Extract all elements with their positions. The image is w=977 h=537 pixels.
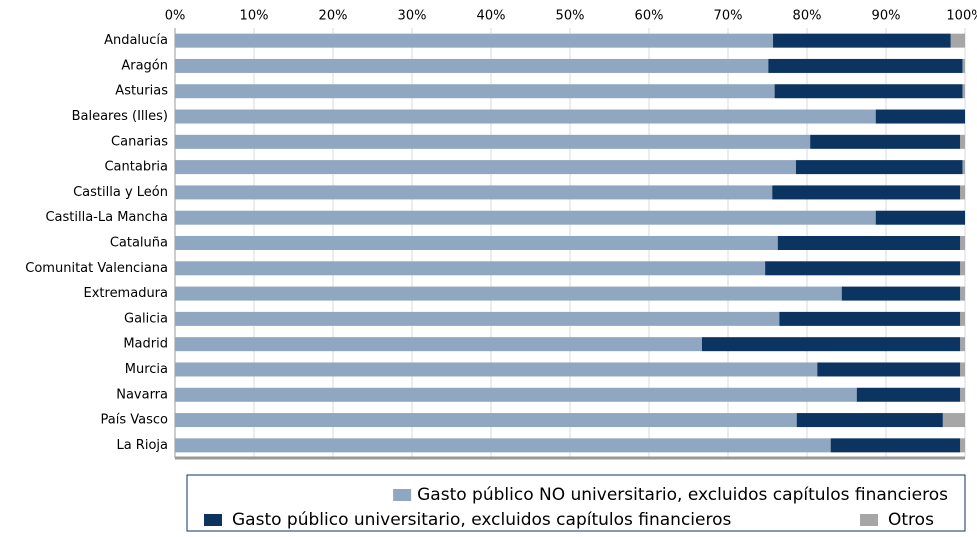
x-tick-label: 30% xyxy=(398,9,427,24)
bar-segment xyxy=(175,185,773,200)
bar-segment xyxy=(175,33,774,48)
bar-segment xyxy=(960,337,965,352)
y-tick-label: Asturias xyxy=(115,84,168,99)
y-tick-label: Cantabria xyxy=(104,160,168,175)
bar-segment xyxy=(875,109,965,124)
y-tick-label: La Rioja xyxy=(116,438,168,453)
bar-segment xyxy=(175,387,857,402)
x-tick-label: 0% xyxy=(165,9,186,24)
bar-segment xyxy=(175,261,766,276)
bar-segment xyxy=(773,33,951,48)
y-tick-label: Castilla y León xyxy=(73,185,168,200)
bar-segment xyxy=(960,236,965,250)
bar-segment xyxy=(960,261,965,276)
bar-segment xyxy=(960,362,965,377)
legend-swatch xyxy=(204,514,222,526)
bar-segment xyxy=(175,362,818,377)
bar-segment xyxy=(779,311,961,326)
y-tick-label: Galicia xyxy=(124,311,168,326)
bar-segment xyxy=(175,337,702,352)
bar-segment xyxy=(175,134,811,149)
bar-segment xyxy=(772,185,961,200)
bar-segment xyxy=(962,160,965,175)
bar-segment xyxy=(175,109,876,124)
legend-label: Gasto público NO universitario, excluido… xyxy=(417,485,948,505)
x-tick-label: 10% xyxy=(240,9,269,24)
bar-segment xyxy=(960,438,965,453)
y-tick-label: Andalucía xyxy=(104,33,168,48)
bar-segment xyxy=(875,210,965,225)
bar-segment xyxy=(175,84,775,99)
x-tick-label: 90% xyxy=(872,9,901,24)
x-tick-label: 50% xyxy=(556,9,585,24)
bar-segment xyxy=(942,413,965,428)
y-tick-label: Navarra xyxy=(116,387,168,402)
bar-segment xyxy=(796,413,943,428)
legend-box xyxy=(186,474,966,532)
y-tick-label: Extremadura xyxy=(84,286,169,301)
bar-segment xyxy=(960,387,965,402)
bar-segment xyxy=(960,134,965,149)
bar-segment xyxy=(841,286,961,301)
bar-segment xyxy=(950,33,965,48)
x-tick-label: 100% xyxy=(946,9,977,24)
y-tick-label: País Vasco xyxy=(101,413,169,428)
x-tick-label: 20% xyxy=(319,9,348,24)
legend-label: Gasto público universitario, excluidos c… xyxy=(232,510,732,530)
x-tick-label: 80% xyxy=(793,9,822,24)
y-tick-label: Canarias xyxy=(111,134,168,149)
x-tick-label: 70% xyxy=(714,9,743,24)
legend-swatch xyxy=(860,514,878,526)
bar-segment xyxy=(962,58,965,73)
legend-swatch xyxy=(393,489,412,501)
bar-segment xyxy=(856,387,961,402)
bar-segment xyxy=(830,438,961,453)
y-tick-label: Baleares (Illes) xyxy=(72,109,168,124)
bar-segment xyxy=(175,286,842,301)
bar-segment xyxy=(774,84,963,99)
y-tick-label: Comunitat Valenciana xyxy=(25,261,168,276)
y-tick-label: Cataluña xyxy=(110,236,168,251)
bar-segment xyxy=(960,185,965,200)
x-tick-label: 60% xyxy=(635,9,664,24)
bar-segment xyxy=(175,311,780,326)
bar-segment xyxy=(768,58,963,73)
bar-segment xyxy=(175,438,831,453)
bar-segment xyxy=(765,261,961,276)
bar-segment xyxy=(175,58,769,73)
bar-segment xyxy=(701,337,961,352)
y-tick-label: Murcia xyxy=(125,362,168,377)
y-tick-label: Madrid xyxy=(123,337,168,352)
bar-segment xyxy=(795,160,963,175)
bar-segment xyxy=(810,134,961,149)
legend-label: Otros xyxy=(888,510,934,530)
y-tick-label: Castilla-La Mancha xyxy=(45,210,168,225)
bar-segment xyxy=(960,311,965,326)
bar-segment xyxy=(817,362,961,377)
bar-segment xyxy=(175,210,876,225)
y-tick-label: Aragón xyxy=(121,58,168,73)
bar-segment xyxy=(777,236,961,250)
bar-segment xyxy=(175,413,797,428)
bar-segment xyxy=(960,286,965,301)
bar-segment xyxy=(175,236,778,250)
x-tick-label: 40% xyxy=(477,9,506,24)
bar-segment xyxy=(175,160,796,175)
bar-segment xyxy=(962,84,965,99)
